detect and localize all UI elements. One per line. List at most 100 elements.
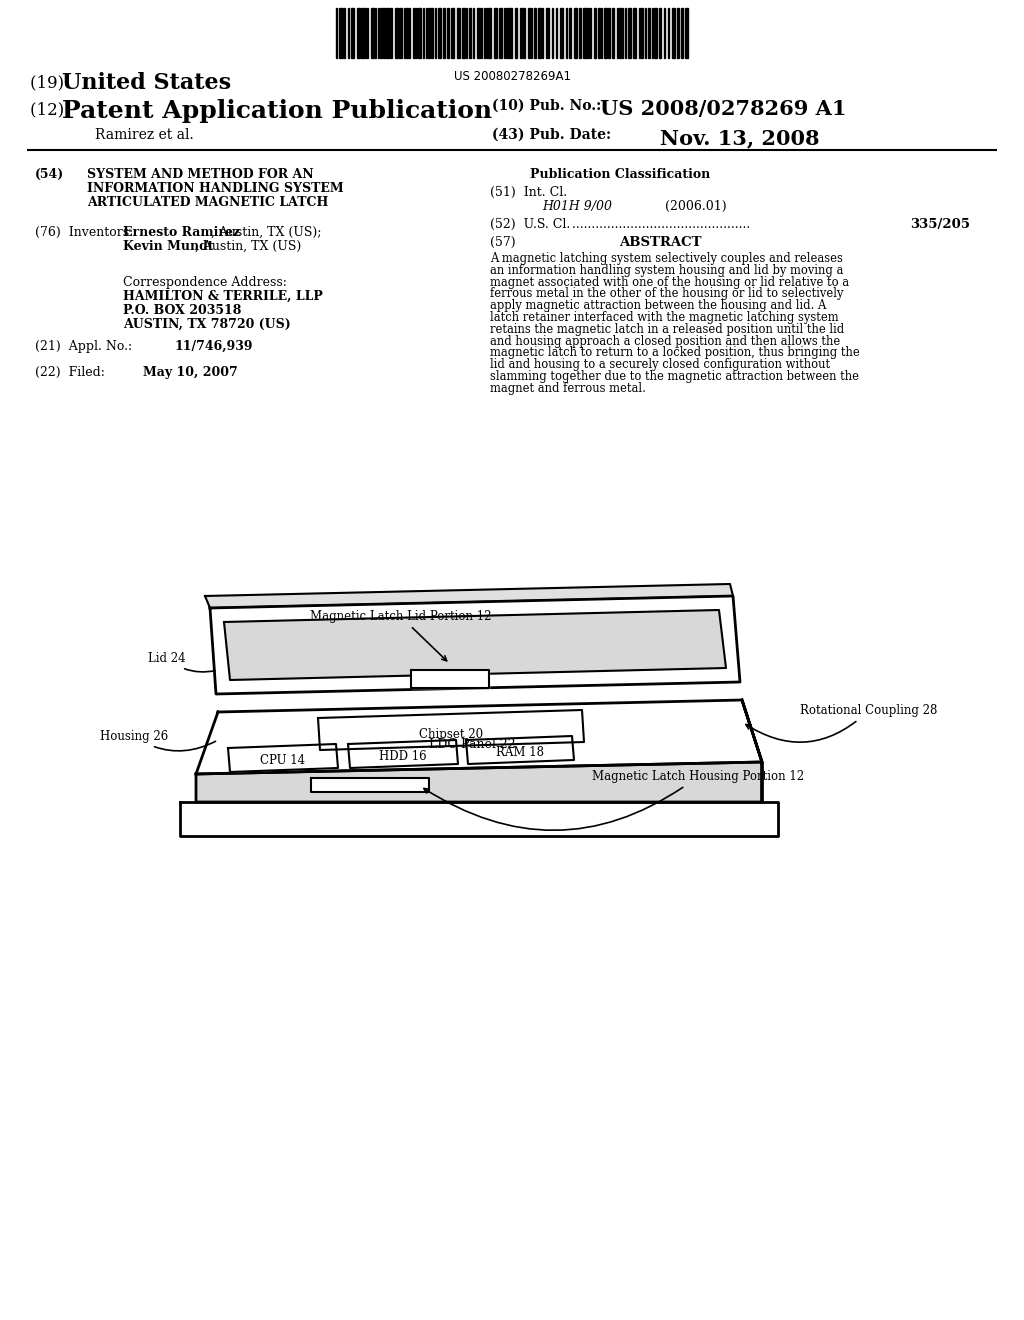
Bar — [598, 8, 600, 58]
Text: Magnetic Latch Lid Portion 12: Magnetic Latch Lid Portion 12 — [310, 610, 492, 661]
Bar — [618, 8, 621, 58]
Polygon shape — [466, 737, 574, 764]
Text: and housing approach a closed position and then allows the: and housing approach a closed position a… — [490, 334, 841, 347]
Bar — [538, 8, 541, 58]
Bar — [443, 8, 445, 58]
Text: ferrous metal in the other of the housing or lid to selectively: ferrous metal in the other of the housin… — [490, 288, 844, 301]
Text: CPU 14: CPU 14 — [260, 754, 305, 767]
Bar — [351, 8, 354, 58]
Bar — [574, 8, 577, 58]
Bar — [380, 8, 382, 58]
Text: 11/746,939: 11/746,939 — [175, 341, 254, 352]
Text: (12): (12) — [30, 102, 70, 117]
Text: (57): (57) — [490, 236, 516, 249]
Text: RAM 18: RAM 18 — [496, 746, 544, 759]
Bar — [395, 8, 398, 58]
Text: Kevin Mundt: Kevin Mundt — [123, 240, 214, 253]
Text: United States: United States — [62, 73, 231, 94]
Text: Housing 26: Housing 26 — [100, 730, 215, 751]
Bar — [528, 8, 530, 58]
Text: US 2008/0278269 A1: US 2008/0278269 A1 — [600, 99, 847, 119]
Bar — [583, 8, 586, 58]
Bar — [383, 8, 385, 58]
Polygon shape — [411, 671, 489, 688]
Text: Ramirez et al.: Ramirez et al. — [95, 128, 194, 143]
Text: (54): (54) — [35, 168, 65, 181]
Text: A magnetic latching system selectively couples and releases: A magnetic latching system selectively c… — [490, 252, 843, 265]
Text: magnet and ferrous metal.: magnet and ferrous metal. — [490, 381, 646, 395]
Bar — [371, 8, 374, 58]
Text: retains the magnetic latch in a released position until the lid: retains the magnetic latch in a released… — [490, 323, 844, 335]
Bar — [534, 8, 536, 58]
Polygon shape — [180, 803, 778, 836]
Bar — [457, 8, 460, 58]
Text: (43) Pub. Date:: (43) Pub. Date: — [492, 128, 611, 143]
Bar — [477, 8, 480, 58]
Bar — [431, 8, 433, 58]
Text: Patent Application Publication: Patent Application Publication — [62, 99, 493, 123]
Bar — [672, 8, 675, 58]
Polygon shape — [210, 597, 740, 694]
Text: (51)  Int. Cl.: (51) Int. Cl. — [490, 186, 567, 199]
Bar — [523, 8, 525, 58]
Bar — [520, 8, 522, 58]
Bar — [641, 8, 643, 58]
Text: Correspondence Address:: Correspondence Address: — [123, 276, 287, 289]
Text: apply magnetic attraction between the housing and lid. A: apply magnetic attraction between the ho… — [490, 300, 826, 313]
Bar — [506, 8, 508, 58]
Text: Publication Classification: Publication Classification — [530, 168, 711, 181]
Text: H01H 9/00: H01H 9/00 — [542, 201, 612, 213]
Bar — [648, 8, 650, 58]
Text: Ernesto Ramirez: Ernesto Ramirez — [123, 226, 240, 239]
Text: (21)  Appl. No.:: (21) Appl. No.: — [35, 341, 132, 352]
Text: Magnetic Latch Housing Portion 12: Magnetic Latch Housing Portion 12 — [424, 770, 804, 830]
Bar — [659, 8, 662, 58]
Bar — [654, 8, 657, 58]
Bar — [390, 8, 392, 58]
Bar — [413, 8, 415, 58]
Bar — [628, 8, 631, 58]
Text: Nov. 13, 2008: Nov. 13, 2008 — [660, 128, 819, 148]
Bar — [447, 8, 449, 58]
Text: , Austin, TX (US);: , Austin, TX (US); — [211, 226, 322, 239]
Text: May 10, 2007: May 10, 2007 — [143, 366, 238, 379]
Bar — [469, 8, 471, 58]
Bar — [488, 8, 490, 58]
Text: lid and housing to a securely closed configuration without: lid and housing to a securely closed con… — [490, 358, 830, 371]
Text: magnetic latch to return to a locked position, thus bringing the: magnetic latch to return to a locked pos… — [490, 346, 860, 359]
Polygon shape — [224, 610, 726, 680]
Text: Lid 24: Lid 24 — [148, 652, 215, 672]
Text: latch retainer interfaced with the magnetic latching system: latch retainer interfaced with the magne… — [490, 312, 839, 323]
Text: Chipset 20: Chipset 20 — [419, 729, 483, 741]
Text: LDC Panel 22: LDC Panel 22 — [429, 738, 515, 751]
Polygon shape — [205, 583, 733, 609]
Bar — [428, 8, 430, 58]
Polygon shape — [196, 762, 762, 803]
Text: ARTICULATED MAGNETIC LATCH: ARTICULATED MAGNETIC LATCH — [87, 195, 329, 209]
Text: , Austin, TX (US): , Austin, TX (US) — [195, 240, 301, 253]
Bar — [546, 8, 549, 58]
Text: (10) Pub. No.:: (10) Pub. No.: — [492, 99, 601, 114]
Text: magnet associated with one of the housing or lid relative to a: magnet associated with one of the housin… — [490, 276, 849, 289]
Text: INFORMATION HANDLING SYSTEM: INFORMATION HANDLING SYSTEM — [87, 182, 344, 195]
Bar — [604, 8, 607, 58]
Polygon shape — [196, 700, 762, 774]
Bar — [509, 8, 512, 58]
Polygon shape — [311, 777, 429, 792]
Bar — [343, 8, 345, 58]
Bar — [357, 8, 360, 58]
Text: 335/205: 335/205 — [910, 218, 970, 231]
Text: US 20080278269A1: US 20080278269A1 — [454, 70, 570, 83]
Text: AUSTIN, TX 78720 (US): AUSTIN, TX 78720 (US) — [123, 318, 291, 331]
Polygon shape — [228, 744, 338, 772]
Bar — [462, 8, 465, 58]
Bar — [515, 8, 517, 58]
Text: slamming together due to the magnetic attraction between the: slamming together due to the magnetic at… — [490, 370, 859, 383]
Text: HAMILTON & TERRILE, LLP: HAMILTON & TERRILE, LLP — [123, 290, 323, 304]
Bar — [569, 8, 571, 58]
Text: (2006.01): (2006.01) — [665, 201, 727, 213]
Bar — [361, 8, 364, 58]
Text: (76)  Inventors:: (76) Inventors: — [35, 226, 133, 239]
Bar — [685, 8, 688, 58]
Bar — [451, 8, 454, 58]
